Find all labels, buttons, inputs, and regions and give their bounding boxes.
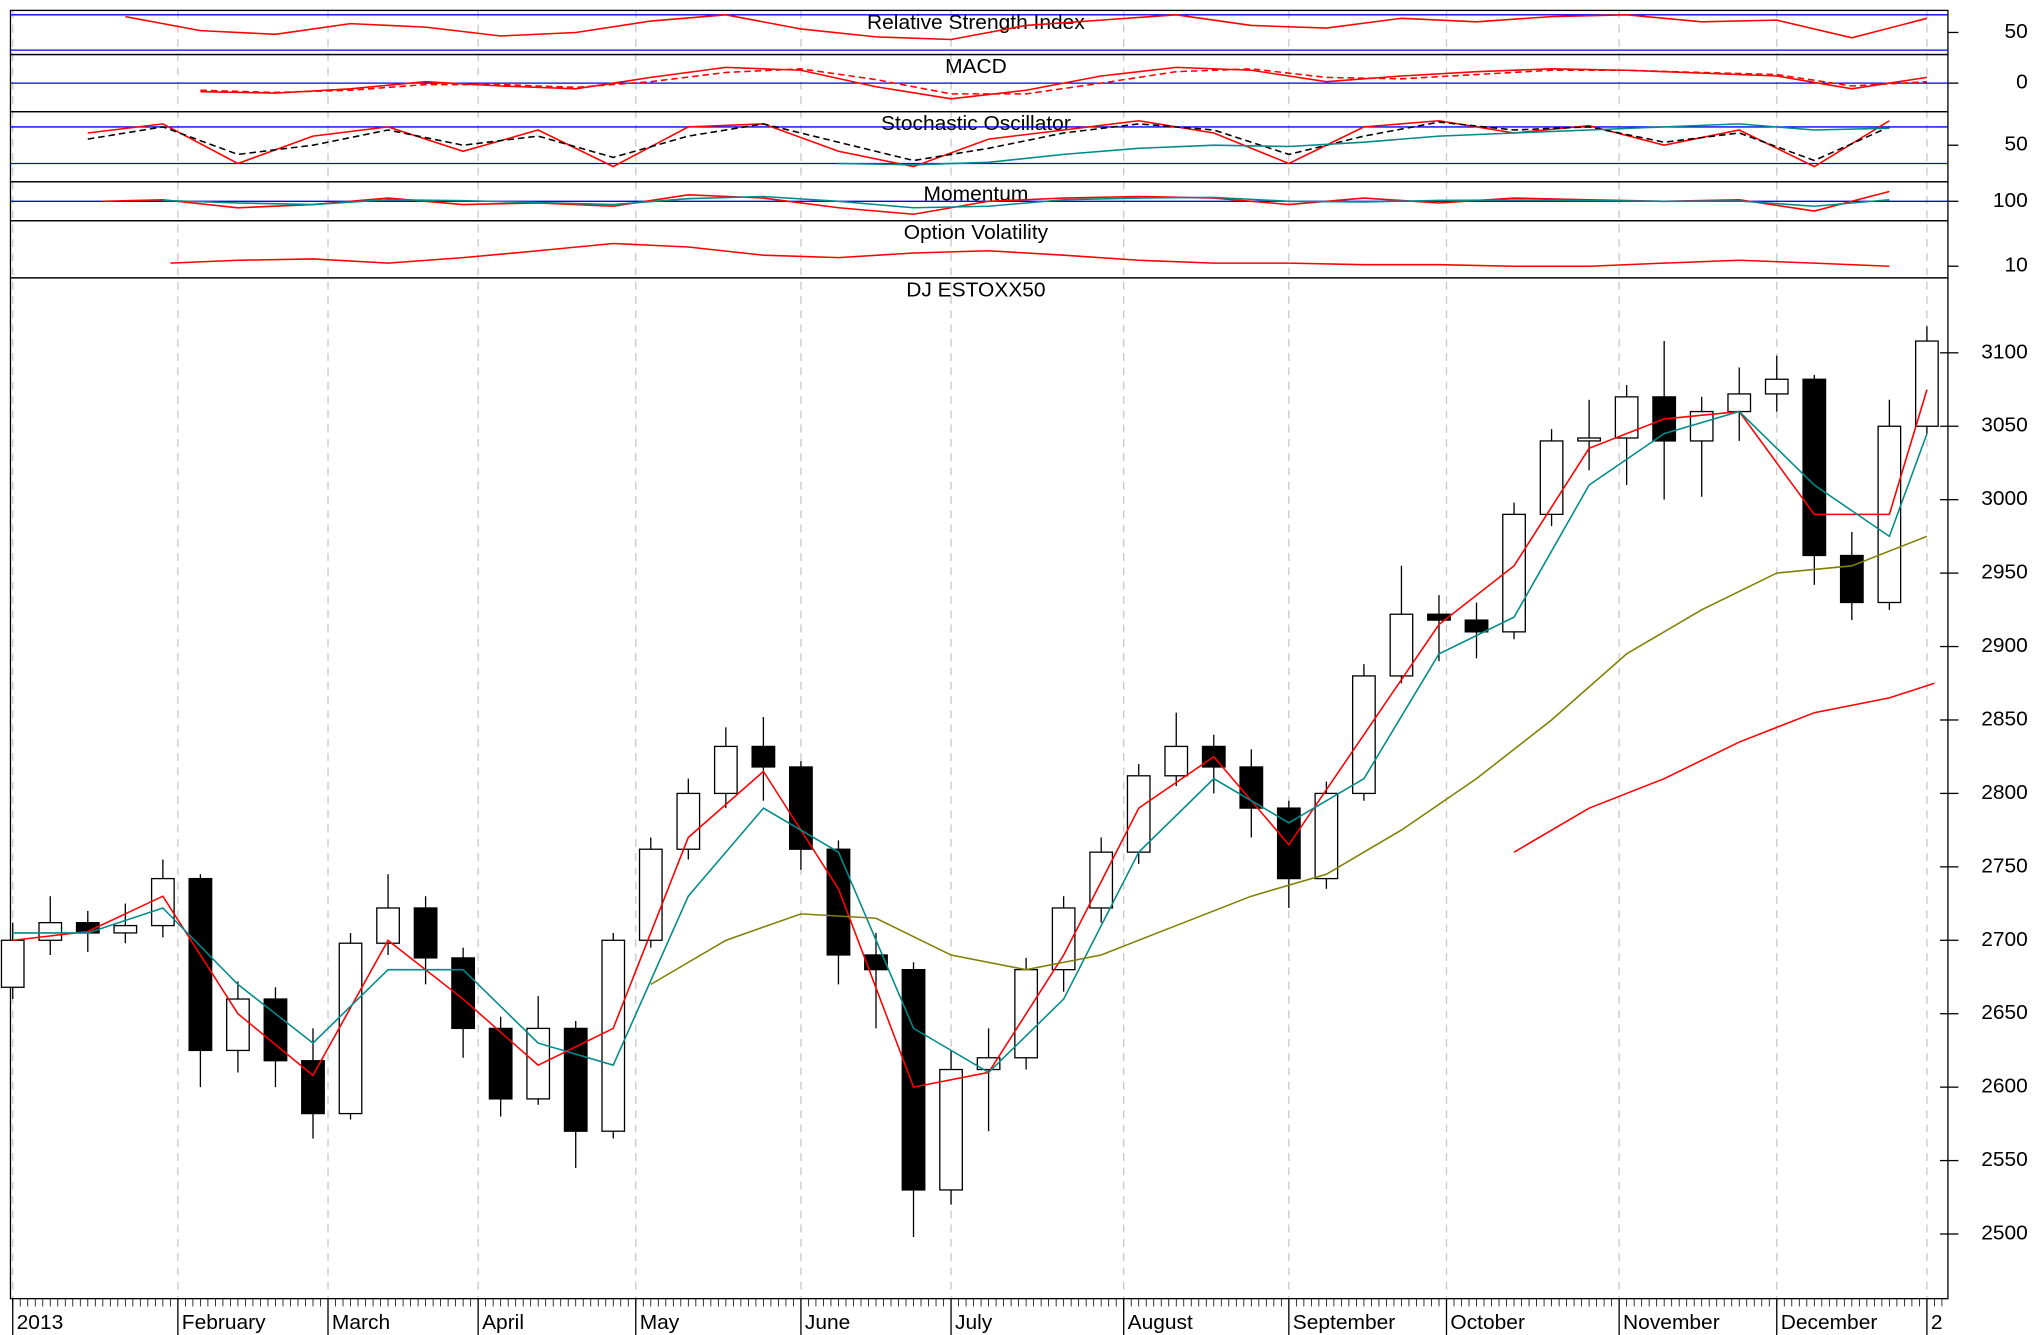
- candle-body: [1427, 613, 1451, 621]
- candle-body: [488, 1027, 513, 1100]
- candle-body: [563, 1027, 588, 1132]
- candle-body: [1539, 440, 1564, 516]
- candle-body: [188, 877, 213, 1052]
- panel-title: MACD: [945, 55, 1007, 78]
- panel-title: Stochastic Oscillator: [881, 112, 1071, 135]
- y-tick-label: 2750: [1981, 854, 2028, 877]
- candle-body: [676, 792, 701, 850]
- candle-body: [1164, 745, 1189, 777]
- panel-frame: [9, 277, 1949, 1300]
- series-line: [87, 119, 1890, 168]
- candle-body: [263, 998, 288, 1062]
- x-tick-label: February: [182, 1311, 266, 1334]
- candle-body: [0, 939, 25, 988]
- candle-body: [226, 998, 250, 1052]
- panel-title: DJ ESTOXX50: [906, 278, 1045, 301]
- candle-body: [301, 1060, 325, 1115]
- candle-body: [713, 745, 738, 795]
- y-tick-label: 3050: [1981, 414, 2028, 437]
- y-tick-label: 3000: [1981, 487, 2028, 510]
- candle-body: [526, 1027, 551, 1100]
- candle-body: [826, 848, 851, 956]
- x-tick-label: July: [955, 1311, 993, 1334]
- series-line: [125, 14, 1928, 41]
- x-tick-label: September: [1293, 1311, 1396, 1334]
- series-line: [838, 123, 1890, 166]
- candle-body: [601, 939, 626, 1132]
- x-tick-label: March: [332, 1311, 390, 1334]
- candle-body: [1464, 619, 1489, 633]
- y-tick-label: 2850: [1981, 708, 2028, 731]
- y-tick-label: 2500: [1981, 1222, 2028, 1245]
- candle-body: [751, 745, 776, 768]
- candle-body: [901, 969, 926, 1191]
- y-tick-label: 2700: [1981, 928, 2028, 951]
- panel-title: Option Volatility: [904, 221, 1049, 244]
- candle-body: [1502, 513, 1526, 633]
- y-tick-label: 2800: [1981, 781, 2028, 804]
- y-tick-label: 2650: [1981, 1001, 2028, 1024]
- candle-body: [1764, 378, 1789, 395]
- y-tick-label: 50: [2005, 133, 2028, 156]
- candle-body: [1126, 775, 1151, 853]
- candle-body: [1839, 554, 1864, 604]
- candle-body: [1802, 378, 1827, 557]
- candle-body: [1727, 393, 1752, 413]
- series-line: [170, 242, 1890, 267]
- candle-body: [1577, 437, 1602, 442]
- candle-body: [1314, 792, 1339, 880]
- y-tick-label: 2550: [1981, 1148, 2028, 1171]
- series-line: [200, 68, 1928, 95]
- candle-body: [38, 922, 63, 941]
- candle-body: [789, 766, 813, 850]
- series-line: [162, 195, 1890, 209]
- candle-body: [1051, 907, 1076, 971]
- candle-body: [1276, 807, 1301, 880]
- candle-body: [1239, 766, 1264, 809]
- y-tick-label: 50: [2005, 20, 2028, 43]
- series-line: [87, 121, 1890, 162]
- candle-body: [113, 924, 138, 934]
- y-tick-label: 10: [2005, 254, 2028, 277]
- x-tick-label: April: [482, 1311, 524, 1334]
- x-tick-label: December: [1781, 1311, 1878, 1334]
- x-tick-label: August: [1128, 1311, 1193, 1334]
- candle-body: [338, 942, 363, 1115]
- candle-body: [150, 877, 175, 927]
- x-tick-label: 2: [1931, 1311, 1943, 1334]
- series-line: [650, 535, 1928, 986]
- x-tick-label: May: [640, 1311, 680, 1334]
- candle-body: [939, 1068, 963, 1191]
- series-line: [12, 410, 1928, 1074]
- candle-body: [413, 907, 438, 959]
- y-tick-label: 3100: [1981, 340, 2028, 363]
- x-tick-label: November: [1623, 1311, 1720, 1334]
- panel-title: Momentum: [924, 182, 1029, 205]
- candle-body: [1914, 340, 1939, 427]
- candle-body: [1614, 396, 1639, 439]
- candle-body: [638, 848, 663, 941]
- y-tick-label: 2600: [1981, 1075, 2028, 1098]
- y-tick-label: 100: [1993, 189, 2028, 212]
- candle-body: [976, 1057, 1001, 1071]
- candle-body: [376, 907, 400, 944]
- y-tick-label: 2950: [1981, 561, 2028, 584]
- series-line: [102, 190, 1890, 216]
- y-tick-label: 0: [2016, 71, 2028, 94]
- y-tick-label: 2900: [1981, 634, 2028, 657]
- series-line: [1513, 682, 1935, 853]
- candle-body: [1389, 613, 1414, 677]
- panel-title: Relative Strength Index: [867, 11, 1085, 34]
- x-tick-label: June: [805, 1311, 850, 1334]
- x-tick-label: 2013: [17, 1311, 64, 1334]
- candle-body: [864, 954, 888, 971]
- x-tick-label: October: [1450, 1311, 1525, 1334]
